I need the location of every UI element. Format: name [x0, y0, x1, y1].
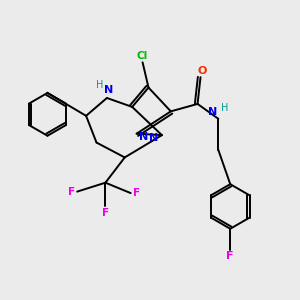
Text: N: N: [104, 85, 113, 95]
Text: F: F: [133, 188, 140, 198]
Text: F: F: [226, 251, 234, 261]
Text: H: H: [96, 80, 104, 90]
Text: O: O: [197, 66, 207, 76]
Text: N: N: [208, 107, 217, 117]
Text: F: F: [102, 208, 109, 218]
Text: N: N: [149, 133, 158, 143]
Text: N: N: [140, 132, 149, 142]
Text: H: H: [221, 103, 229, 113]
Text: Cl: Cl: [137, 51, 148, 61]
Text: F: F: [68, 187, 75, 196]
